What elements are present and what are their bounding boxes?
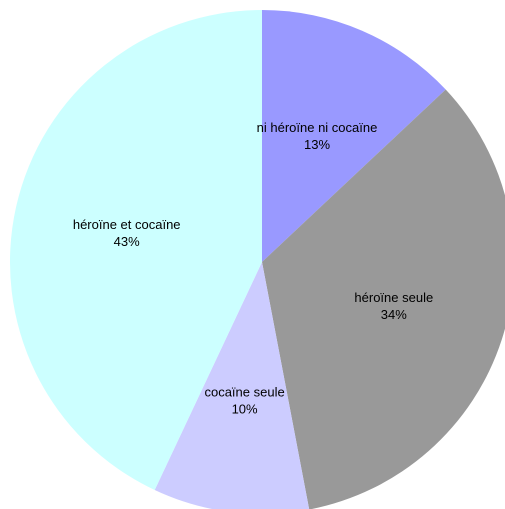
slice-label-0: ni héroïne ni cocaïne bbox=[257, 120, 378, 135]
slice-label-1: héroïne seule bbox=[354, 290, 433, 305]
slice-percent-1: 34% bbox=[381, 307, 407, 322]
slice-percent-0: 13% bbox=[304, 137, 330, 152]
pie-labels: ni héroïne ni cocaïne 13% héroïne seule 34%… bbox=[73, 120, 433, 417]
slice-percent-2: 10% bbox=[232, 402, 258, 417]
slice-percent-3: 43% bbox=[114, 234, 140, 249]
pie-slices bbox=[9, 9, 505, 509]
pie-slice-3 bbox=[9, 9, 263, 491]
slice-label-3: héroïne et cocaïne bbox=[73, 217, 181, 232]
pie-slice-2 bbox=[154, 262, 310, 509]
slice-label-2: cocaïne seule bbox=[204, 385, 284, 400]
pie-slice-0 bbox=[262, 9, 446, 262]
pie-slice-1 bbox=[262, 89, 505, 509]
